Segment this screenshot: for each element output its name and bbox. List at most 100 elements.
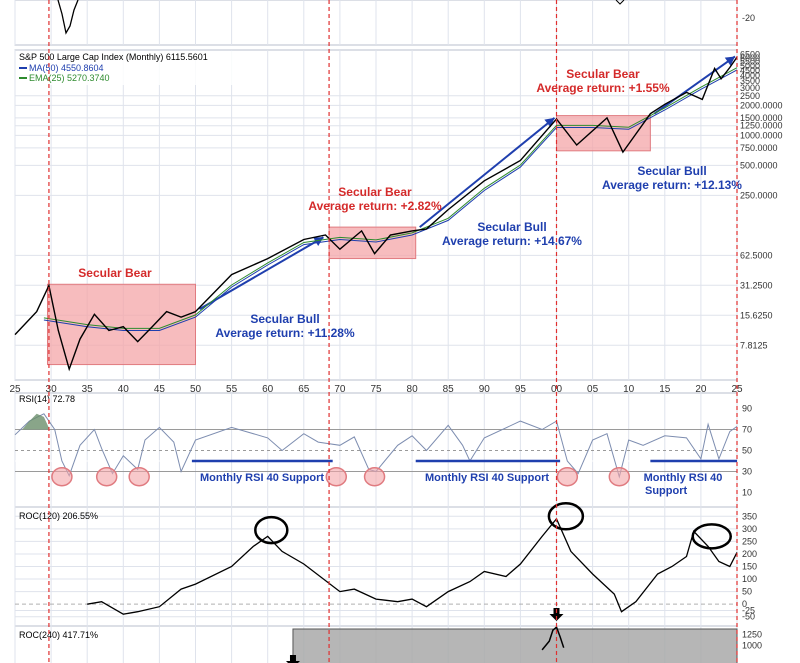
annotation-bull2-line1: Secular Bull xyxy=(477,220,546,234)
price-y-tick: 62.5000 xyxy=(740,250,773,260)
annotation-bull3-line1: Secular Bull xyxy=(637,164,706,178)
price-y-tick: 5500 xyxy=(740,57,760,67)
price-y-tick: 750.0000 xyxy=(740,143,778,153)
annotation-bear3-line2: Average return: +1.55% xyxy=(536,81,670,95)
x-tick-label: 85 xyxy=(443,384,455,395)
x-tick-label: 95 xyxy=(515,384,527,395)
price-y-tick: 2000.0000 xyxy=(740,100,783,110)
price-y-tick: 3500 xyxy=(740,76,760,86)
roc-y-tick: -50 xyxy=(742,612,755,622)
roc-y-tick: 250 xyxy=(742,536,757,546)
x-tick-label: 30 xyxy=(46,384,58,395)
x-tick-label: 90 xyxy=(479,384,491,395)
price-y-tick: 3000 xyxy=(740,83,760,93)
roc-y-tick: 150 xyxy=(742,562,757,572)
ma50-line xyxy=(43,69,738,331)
rsi-support-label-1: Monthly RSI 40 Support xyxy=(200,472,324,484)
price-line xyxy=(14,56,738,372)
x-tick-label: 10 xyxy=(623,384,635,395)
rsi-oversold-circle-1 xyxy=(51,467,73,487)
roc-peak-circle-2 xyxy=(547,502,585,531)
x-tick-label: 00 xyxy=(551,384,563,395)
price-y-tick: 4500 xyxy=(740,65,760,75)
bull-arrowhead-2 xyxy=(313,237,324,247)
bull-arrowhead-4 xyxy=(544,117,555,128)
rsi-oversold-circle-7 xyxy=(608,467,631,487)
rsi-y-tick: 10 xyxy=(742,488,752,498)
rsi-overbought-fill xyxy=(22,413,50,430)
roc-y-tick: 0 xyxy=(742,599,747,609)
roc-y-tick: -25 xyxy=(742,605,755,615)
roc-y-tick: 100 xyxy=(742,574,757,584)
roc240-y-tick: 1000 xyxy=(742,641,762,651)
x-tick-label: 40 xyxy=(118,384,130,395)
rsi-y-tick: 90 xyxy=(742,404,752,414)
annotation-bear2-line1: Secular Bear xyxy=(338,185,412,199)
price-y-tick: 1500.0000 xyxy=(740,113,783,123)
top-y-tick: -20 xyxy=(742,13,755,23)
roc120-legend: ROC(120) 206.55% xyxy=(19,511,98,521)
annotation-bear1-line1: Secular Bear xyxy=(78,266,152,280)
legend-ma: MA(50) 4550.8604 xyxy=(29,63,104,73)
annotation-bear2-line2: Average return: +2.82% xyxy=(308,199,442,213)
rsi-oversold-circle-4 xyxy=(325,467,348,487)
x-tick-label: 50 xyxy=(190,384,202,395)
x-tick-label: 60 xyxy=(262,384,274,395)
rsi-legend: RSI(14) 72.78 xyxy=(19,394,75,404)
top-roc-line xyxy=(57,0,79,35)
rsi-oversold-circle-2 xyxy=(95,467,118,487)
price-y-tick: 2500 xyxy=(740,91,760,101)
bull-arrow-4 xyxy=(419,117,556,228)
x-tick-label: 20 xyxy=(695,384,707,395)
price-y-tick: 6000 xyxy=(740,53,760,63)
roc-y-tick: 300 xyxy=(742,524,757,534)
x-tick-label: 80 xyxy=(407,384,419,395)
annotation-bull3-line2: Average return: +12.13% xyxy=(602,178,742,192)
rsi-support-label-2: Monthly RSI 40 Support xyxy=(425,472,549,484)
x-tick-label: 25 xyxy=(9,384,21,395)
rsi-oversold-circle-3 xyxy=(128,467,150,487)
x-tick-label: 45 xyxy=(154,384,166,395)
rsi-oversold-circle-5 xyxy=(363,467,386,487)
rsi-support-label-3: Monthly RSI 40 xyxy=(644,472,723,484)
rsi-support-label-4: Support xyxy=(645,485,687,497)
roc-y-tick: 350 xyxy=(742,511,757,521)
roc240-shaded-region xyxy=(292,628,738,663)
price-y-tick: 7.8125 xyxy=(740,340,768,350)
price-y-tick: 1250.0000 xyxy=(740,121,783,131)
rsi-oversold-circle-6 xyxy=(556,467,579,487)
roc240-line xyxy=(541,625,565,651)
roc-y-tick: 50 xyxy=(742,587,752,597)
bear-box-3 xyxy=(328,226,417,260)
annotation-bear3-line1: Secular Bear xyxy=(566,67,640,81)
x-tick-label: 65 xyxy=(298,384,310,395)
x-tick-label: 15 xyxy=(659,384,671,395)
roc120-line xyxy=(87,517,738,615)
roc-peak-circle-3 xyxy=(691,523,732,550)
bull-arrowhead-6 xyxy=(724,56,735,66)
legend-bg xyxy=(16,51,266,85)
down-arrow-stem-2 xyxy=(289,655,296,661)
top-roc-line-2 xyxy=(615,0,625,5)
rsi-y-tick: 70 xyxy=(742,425,752,435)
x-tick-label: 55 xyxy=(226,384,238,395)
price-y-tick: 4000 xyxy=(740,70,760,80)
price-y-tick: 31.2500 xyxy=(740,280,773,290)
roc-peak-circle-1 xyxy=(254,515,289,545)
price-y-tick: 500.0000 xyxy=(740,160,778,170)
legend-ema: EMA(25) 5270.3740 xyxy=(29,73,110,83)
x-tick-label: 05 xyxy=(587,384,599,395)
price-y-tick: 250.0000 xyxy=(740,190,778,200)
rsi-y-tick: 30 xyxy=(742,467,752,477)
price-y-tick: 1000.0000 xyxy=(740,130,783,140)
price-y-tick: 6500 xyxy=(740,49,760,59)
x-tick-label: 75 xyxy=(370,384,382,395)
roc-y-tick: 200 xyxy=(742,549,757,559)
rsi-y-tick: 50 xyxy=(742,446,752,456)
x-tick-label: 25 xyxy=(731,384,743,395)
roc240-y-tick: 1250 xyxy=(742,630,762,640)
bull-arrow-6 xyxy=(653,55,736,115)
annotation-bull1-line2: Average return: +11.28% xyxy=(215,326,355,340)
ema25-line xyxy=(43,67,738,329)
